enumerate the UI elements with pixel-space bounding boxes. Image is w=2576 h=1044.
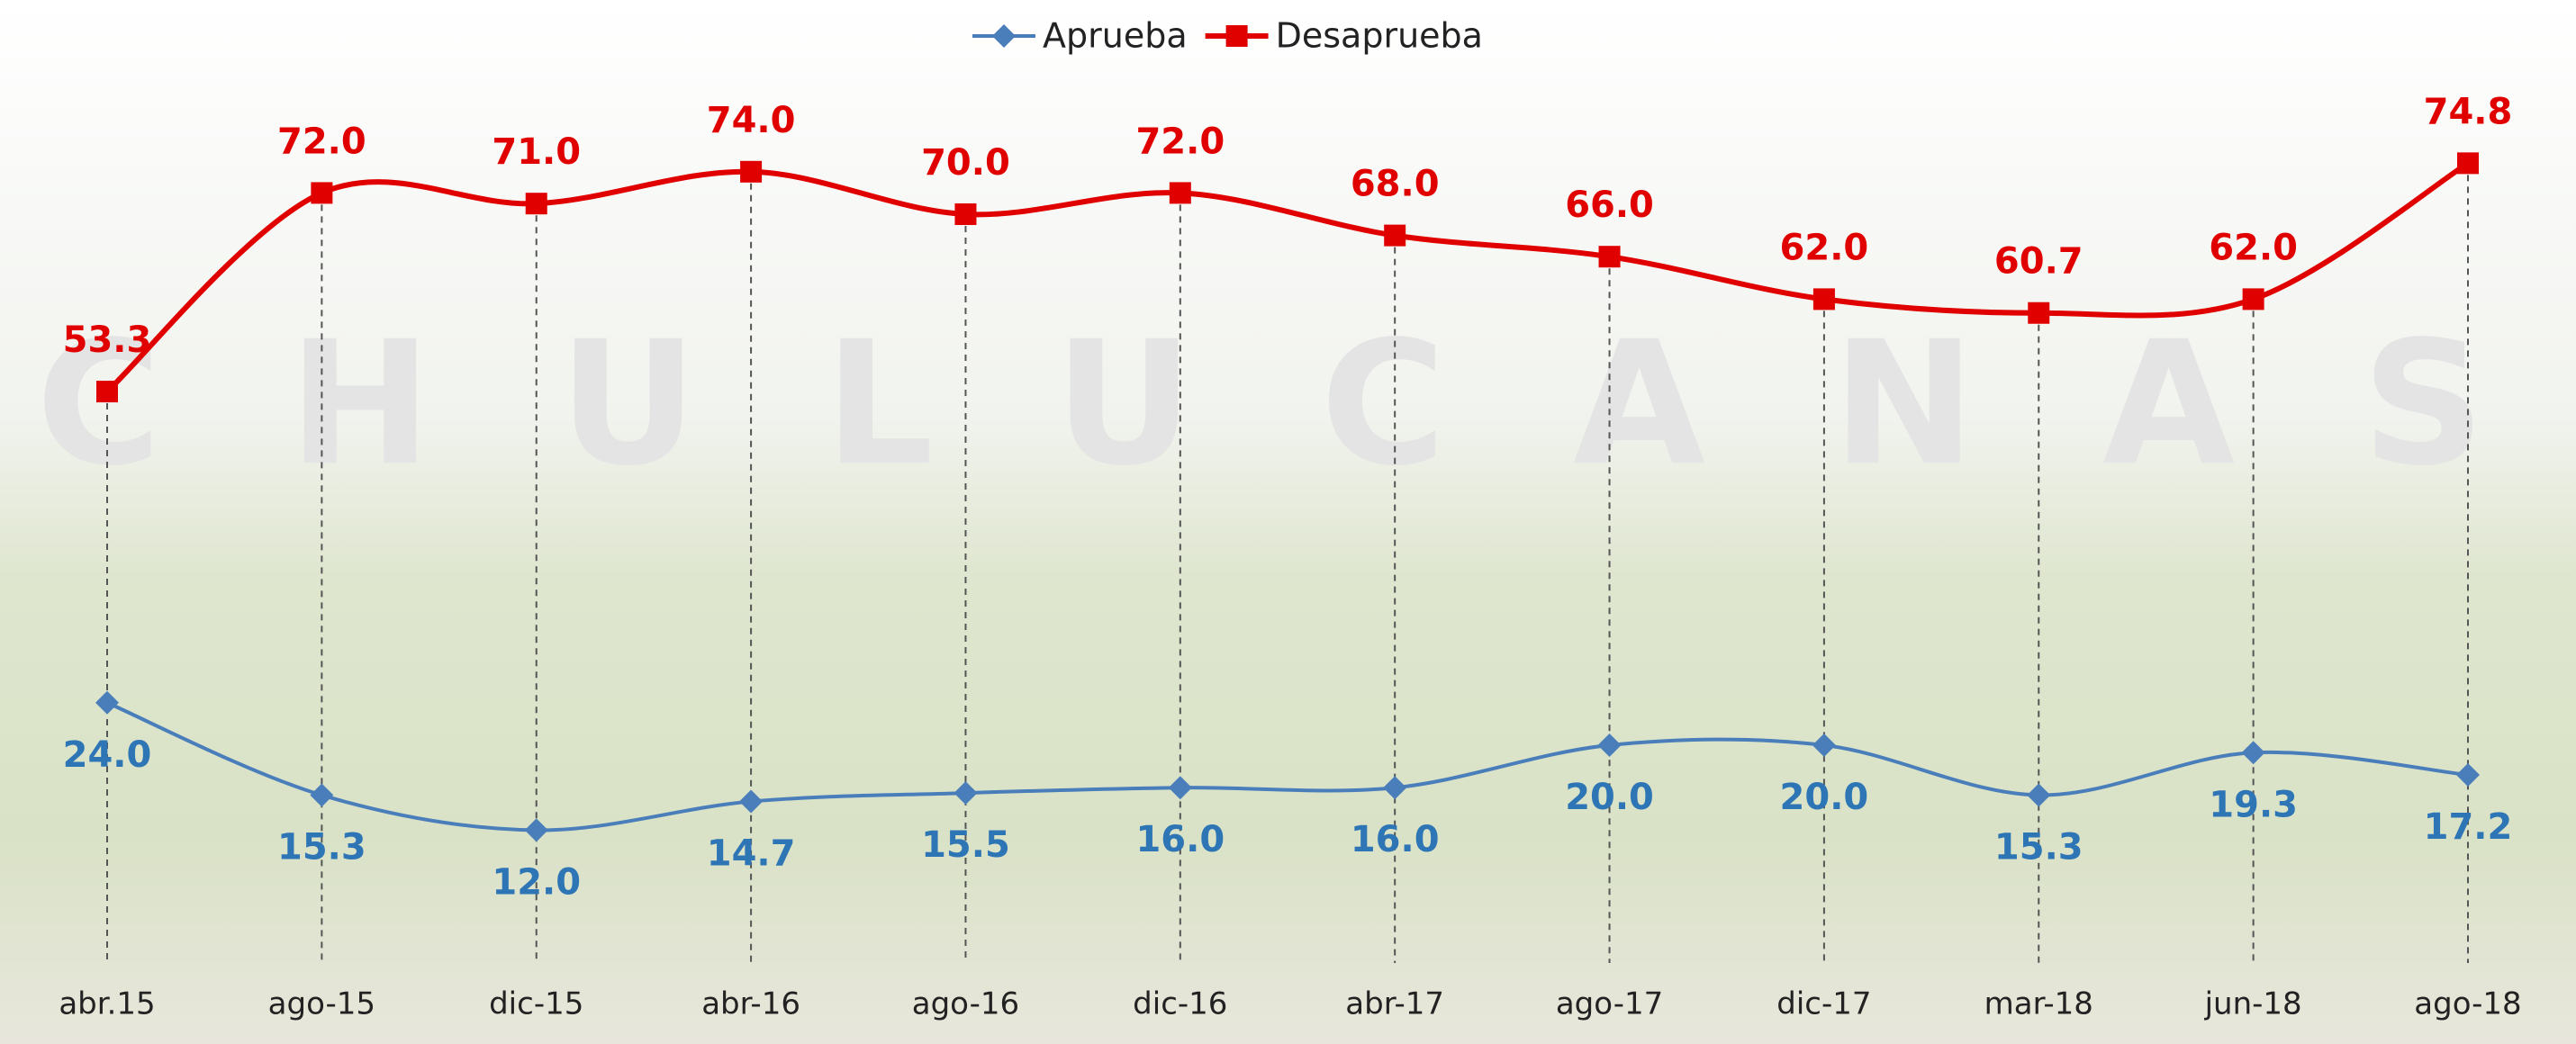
marker (311, 182, 332, 203)
marker (954, 203, 976, 225)
data-label: 19.3 (2209, 784, 2298, 825)
marker (740, 161, 762, 183)
data-label: 53.3 (63, 320, 152, 361)
x-tick-label: ago-15 (268, 986, 375, 1022)
x-tick-label: abr-16 (701, 986, 800, 1022)
marker (1170, 182, 1191, 203)
marker (2243, 288, 2264, 310)
data-label: 74.8 (2424, 91, 2513, 132)
data-label: 17.2 (2424, 806, 2513, 848)
data-label: 15.3 (1994, 826, 2083, 868)
data-label: 60.7 (1994, 241, 2083, 283)
data-label: 74.0 (707, 100, 796, 141)
marker (1599, 246, 1621, 267)
marker (96, 381, 118, 402)
x-tick-label: ago-17 (1556, 986, 1663, 1022)
marker (2457, 152, 2479, 174)
x-tick-label: abr.15 (59, 986, 155, 1022)
data-label: 70.0 (921, 142, 1010, 184)
x-tick-label: mar-18 (1984, 986, 2093, 1022)
x-tick-label: dic-15 (489, 986, 583, 1022)
data-label: 66.0 (1565, 184, 1654, 226)
x-tick-label: abr-17 (1345, 986, 1444, 1022)
chart: CHULUCANAS abr.15ago-15dic-15abr-16ago-1… (0, 0, 2576, 1044)
data-label: 62.0 (2209, 227, 2298, 268)
data-label: 14.7 (707, 833, 796, 875)
marker (1813, 288, 1835, 310)
data-label: 20.0 (1565, 777, 1654, 818)
legend-label: Aprueba (1043, 16, 1188, 56)
marker (2028, 302, 2049, 324)
x-tick-label: ago-16 (912, 986, 1019, 1022)
marker (1226, 25, 1248, 47)
data-label: 16.0 (1351, 819, 1440, 860)
data-label: 15.5 (921, 824, 1010, 866)
x-tick-label: jun-18 (2204, 986, 2302, 1022)
data-label: 12.0 (492, 861, 581, 903)
background (0, 0, 2576, 1044)
legend-label: Desaprueba (1276, 16, 1483, 56)
data-label: 16.0 (1135, 819, 1225, 860)
data-label: 71.0 (492, 131, 581, 173)
data-label: 15.3 (277, 826, 366, 868)
data-label: 68.0 (1351, 164, 1440, 205)
x-tick-label: ago-18 (2414, 986, 2521, 1022)
data-label: 72.0 (277, 121, 366, 162)
x-tick-label: dic-16 (1133, 986, 1227, 1022)
data-label: 72.0 (1135, 121, 1225, 162)
marker (526, 193, 547, 214)
data-label: 24.0 (63, 734, 152, 776)
marker (1384, 225, 1406, 247)
data-label: 20.0 (1780, 777, 1869, 818)
page: CHULUCANAS abr.15ago-15dic-15abr-16ago-1… (0, 0, 2576, 1044)
data-label: 62.0 (1780, 227, 1869, 268)
x-tick-label: dic-17 (1776, 986, 1871, 1022)
